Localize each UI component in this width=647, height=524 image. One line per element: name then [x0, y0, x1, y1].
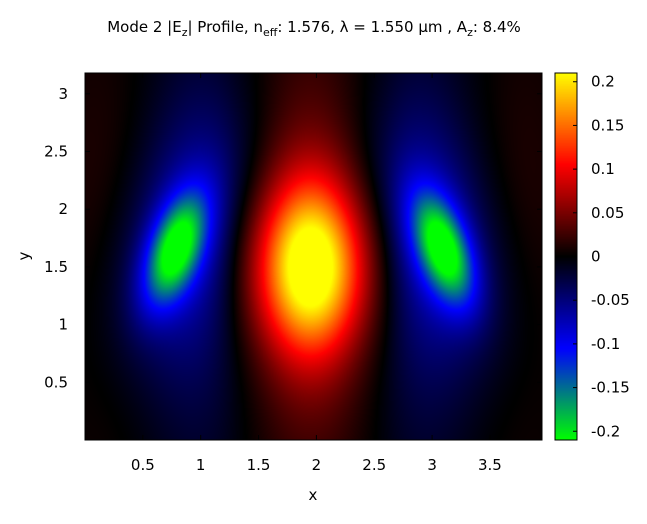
y-tick-label: 1	[58, 316, 68, 334]
x-tick-label: 2	[312, 456, 322, 474]
colorbar-tick-label: -0.2	[591, 422, 620, 440]
colorbar-tick-label: -0.15	[591, 379, 630, 397]
colorbar-canvas	[555, 73, 577, 440]
x-tick-label: 2.5	[362, 456, 386, 474]
y-tick-label: 2	[58, 200, 68, 218]
x-tick-label: 1.5	[247, 456, 271, 474]
colorbar-tick-label: 0.1	[591, 160, 615, 178]
y-axis-label: y	[15, 251, 33, 260]
y-ticks: 0.5 1 1.5 2 2.5 3	[44, 85, 542, 391]
x-axis-label: x	[309, 486, 318, 504]
colorbar-tick-label: 0.15	[591, 116, 624, 134]
chart-title: Mode 2 |Ez| Profile, neff: 1.576, λ = 1.…	[107, 18, 521, 39]
y-tick-label: 2.5	[44, 142, 68, 160]
x-tick-label: 1	[196, 456, 206, 474]
heatmap-canvas	[85, 73, 542, 440]
colorbar-tick-label: -0.05	[591, 291, 630, 309]
y-tick-label: 1.5	[44, 258, 68, 276]
plot-frame	[84, 72, 543, 441]
x-tick-label: 3	[427, 456, 437, 474]
colorbar-area	[555, 73, 577, 440]
heatmap-area	[85, 73, 542, 440]
x-tick-label: 0.5	[131, 456, 155, 474]
colorbar-tick-label: 0.05	[591, 204, 624, 222]
colorbar-tick-label: -0.1	[591, 335, 620, 353]
colorbar-tick-label: 0	[591, 248, 601, 266]
y-tick-label: 3	[58, 85, 68, 103]
colorbar-ticks: 0.2 0.15 0.1 0.05 0 -0.05 -0.1 -0.15 -0.2	[573, 73, 630, 440]
x-tick-label: 3.5	[478, 456, 502, 474]
x-ticks: 0.5 1 1.5 2 2.5 3 3.5	[131, 73, 502, 474]
y-tick-label: 0.5	[44, 373, 68, 391]
colorbar-tick-label: 0.2	[591, 73, 615, 91]
